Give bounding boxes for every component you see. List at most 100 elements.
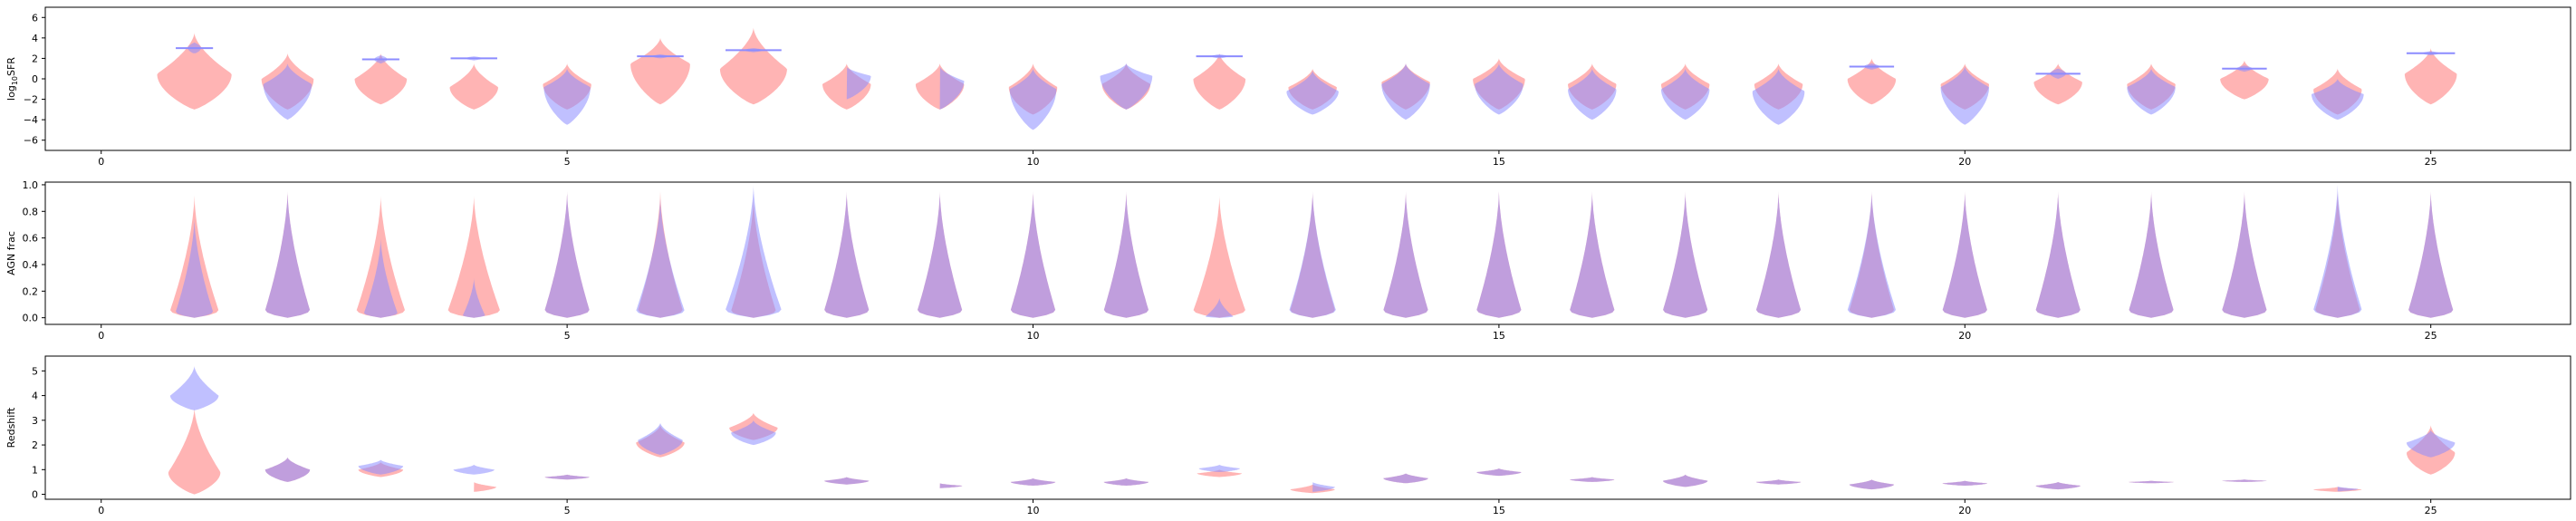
violin-group — [2035, 481, 2081, 490]
violin-red — [822, 63, 871, 110]
x-tick-label: 0 — [98, 330, 104, 342]
violin-blue — [1476, 468, 1522, 477]
violin-blue — [1940, 66, 1989, 125]
violin-blue — [1103, 478, 1149, 486]
violin-blue — [1663, 191, 1708, 318]
violin-group — [2129, 191, 2174, 318]
violin-group — [1103, 191, 1149, 318]
y-tick-label: 4 — [32, 391, 38, 402]
violin-blue — [1849, 479, 1895, 490]
violin-blue — [358, 459, 404, 475]
violin-red — [1193, 53, 1246, 110]
x-tick-label: 15 — [1493, 156, 1505, 168]
violin-red — [1193, 195, 1245, 318]
violin-group — [636, 191, 685, 318]
violin-red — [474, 482, 496, 492]
violin-group — [449, 56, 498, 110]
y-tick-label: −6 — [24, 135, 38, 147]
violin-blue — [824, 191, 870, 318]
x-tick-label: 5 — [564, 505, 571, 516]
violin-blue — [1942, 191, 1987, 318]
violin-group — [1663, 191, 1708, 318]
violin-group — [1286, 68, 1339, 115]
violin-group — [157, 33, 232, 110]
y-axis-label-main: log — [5, 85, 17, 101]
violin-group — [1568, 63, 1617, 121]
violin-group — [729, 412, 778, 446]
axes-frame — [44, 355, 2571, 500]
violin-group — [1755, 479, 1802, 485]
violin-blue — [1755, 191, 1802, 318]
violin-blue — [1009, 68, 1057, 130]
violin-blue — [731, 420, 776, 446]
x-tick-label: 0 — [98, 156, 104, 168]
violin-blue — [2313, 184, 2362, 318]
violin-group — [544, 474, 590, 480]
violin-group — [264, 191, 311, 318]
violin-group — [636, 422, 685, 458]
violin-blue — [2035, 481, 2081, 490]
violin-group — [719, 27, 787, 105]
violin-group — [1752, 63, 1805, 125]
violin-blue — [263, 63, 312, 121]
x-tick-label: 20 — [1958, 505, 1971, 516]
violin-group — [356, 195, 405, 318]
y-tick-label: 3 — [32, 415, 38, 427]
violin-blue — [462, 277, 485, 318]
violin-group — [354, 53, 408, 105]
violin-blue — [2406, 429, 2456, 458]
y-axis-label-tail: SFR — [5, 57, 17, 76]
y-tick-label: 1.0 — [23, 179, 39, 191]
violin-group — [630, 37, 690, 105]
violin-blue — [1312, 482, 1335, 492]
x-tick-label: 0 — [98, 505, 104, 516]
violin-blue — [1663, 474, 1708, 487]
violin-blue — [2408, 191, 2454, 318]
violin-group — [1197, 464, 1242, 478]
violin-blue — [2127, 68, 2176, 115]
violin-group — [2035, 191, 2081, 318]
violin-blue — [1847, 191, 1896, 318]
violin-group — [2408, 191, 2454, 318]
violin-red — [168, 408, 221, 495]
violin-group — [544, 191, 590, 318]
violin-group — [1010, 478, 1056, 486]
y-tick-label: 4 — [32, 33, 38, 44]
violin-blue — [939, 483, 963, 488]
violin-red — [630, 37, 690, 105]
violin-blue — [1383, 473, 1428, 484]
violin-blue — [939, 67, 965, 110]
violin-blue — [1752, 68, 1805, 125]
y-tick-label: 1 — [32, 464, 38, 476]
plot-area — [170, 184, 2454, 318]
violin-blue — [1010, 191, 1056, 318]
violin-group — [1570, 191, 1615, 318]
x-tick-label: 25 — [2425, 330, 2437, 342]
violin-blue — [363, 237, 398, 318]
violin-group — [168, 365, 221, 495]
violin-blue — [169, 365, 219, 410]
violin-blue — [264, 191, 311, 318]
x-tick-label: 10 — [1027, 156, 1040, 168]
violin-blue — [1010, 478, 1056, 486]
violin-blue — [2222, 479, 2267, 482]
x-tick-label: 15 — [1493, 505, 1505, 516]
violin-group — [918, 191, 963, 318]
violin-red — [719, 27, 787, 105]
x-tick-label: 20 — [1958, 156, 1971, 168]
x-tick-label: 20 — [1958, 330, 1971, 342]
x-tick-label: 10 — [1027, 505, 1040, 516]
violin-group — [824, 191, 870, 318]
violin-group — [1100, 63, 1153, 110]
y-tick-label: 2 — [32, 53, 38, 64]
violin-group — [1476, 191, 1522, 318]
y-tick-label: 5 — [32, 365, 38, 377]
violin-group — [2222, 479, 2267, 482]
x-tick-label: 10 — [1027, 330, 1040, 342]
violin-blue — [1570, 477, 1615, 482]
violin-group — [170, 195, 219, 318]
violin-red — [1847, 58, 1897, 105]
violin-blue — [1198, 464, 1240, 472]
y-tick-label: 0.8 — [23, 206, 39, 217]
